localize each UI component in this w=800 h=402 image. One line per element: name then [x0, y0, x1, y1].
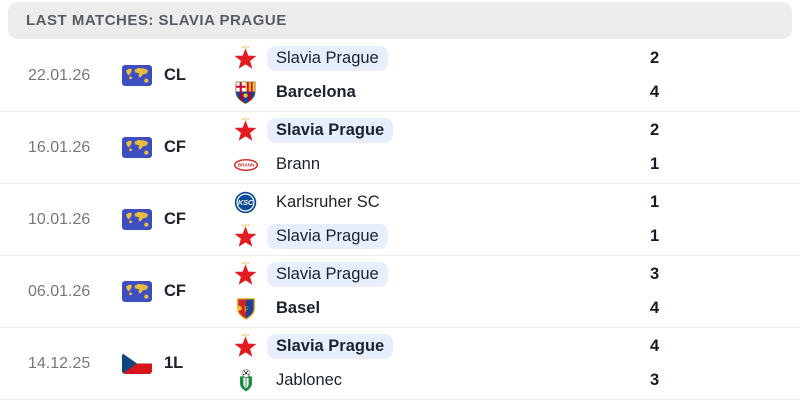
competition-code: CF [164, 282, 186, 300]
world-flag-icon [122, 137, 152, 158]
home-score: 2 [650, 121, 660, 139]
svg-text:KSC: KSC [238, 198, 254, 207]
scores-column: 2 4 [640, 44, 800, 107]
home-team: KSC Karlsruher SC [232, 188, 640, 217]
svg-text:F: F [243, 304, 248, 313]
match-row[interactable]: 16.01.26 CF Slavia Prague BRANN Brann 2 … [0, 112, 800, 184]
away-score: 3 [650, 371, 660, 389]
team-name: Slavia Prague [267, 262, 388, 287]
away-score: 1 [650, 155, 660, 173]
away-team: Barcelona [232, 78, 640, 107]
home-score: 2 [650, 49, 660, 67]
czech-flag-icon [122, 353, 152, 374]
match-list: 22.01.26 CL Slavia Prague Barcelona 2 4 … [0, 40, 800, 400]
slavia-prague-logo [232, 118, 259, 143]
panel-header: LAST MATCHES: SLAVIA PRAGUE [8, 2, 792, 39]
away-team: F Basel [232, 294, 640, 323]
slavia-prague-logo [232, 334, 259, 359]
home-team: Slavia Prague [232, 44, 640, 73]
team-name: Brann [276, 155, 321, 173]
match-row[interactable]: 06.01.26 CF Slavia Prague F Basel 3 4 [0, 256, 800, 328]
teams-column: KSC Karlsruher SC Slavia Prague [232, 188, 640, 251]
competition-code: CL [164, 66, 186, 84]
scores-column: 4 3 [640, 332, 800, 395]
match-row[interactable]: 14.12.25 1L Slavia Prague Jablonec 4 3 [0, 328, 800, 400]
competition-code: 1L [164, 354, 184, 372]
teams-column: Slavia Prague BRANN Brann [232, 116, 640, 179]
match-date: 14.12.25 [28, 354, 91, 372]
home-team: Slavia Prague [232, 332, 640, 361]
teams-column: Slavia Prague Jablonec [232, 332, 640, 395]
team-name: Slavia Prague [267, 46, 388, 71]
basel-logo: F [232, 297, 259, 321]
jablonec-logo [232, 368, 259, 393]
teams-column: Slavia Prague F Basel [232, 260, 640, 323]
away-score: 4 [650, 299, 660, 317]
teams-column: Slavia Prague Barcelona [232, 44, 640, 107]
home-score: 4 [650, 337, 660, 355]
competition-code: CF [164, 210, 186, 228]
home-score: 1 [650, 193, 660, 211]
brann-logo: BRANN [232, 157, 259, 173]
world-flag-icon [122, 209, 152, 230]
karlsruher-sc-logo: KSC [232, 191, 259, 214]
competition: CF [122, 209, 232, 230]
slavia-prague-logo [232, 262, 259, 287]
away-score: 1 [650, 227, 660, 245]
team-name: Karlsruher SC [276, 193, 380, 211]
match-date: 06.01.26 [28, 282, 91, 300]
slavia-prague-logo [232, 224, 259, 249]
scores-column: 1 1 [640, 188, 800, 251]
team-name: Slavia Prague [267, 334, 394, 359]
away-team: Jablonec [232, 366, 640, 395]
team-name: Barcelona [276, 83, 356, 101]
svg-text:BRANN: BRANN [237, 162, 253, 167]
world-flag-icon [122, 281, 152, 302]
scores-column: 2 1 [640, 116, 800, 179]
match-date: 10.01.26 [28, 210, 91, 228]
barcelona-logo [232, 80, 259, 105]
scores-column: 3 4 [640, 260, 800, 323]
team-name: Slavia Prague [267, 224, 388, 249]
away-team: Slavia Prague [232, 222, 640, 251]
panel-title: LAST MATCHES: SLAVIA PRAGUE [26, 12, 287, 29]
team-name: Jablonec [276, 371, 343, 389]
slavia-prague-logo [232, 46, 259, 71]
team-name: Slavia Prague [267, 118, 394, 143]
match-date: 16.01.26 [28, 138, 91, 156]
competition-code: CF [164, 138, 186, 156]
home-score: 3 [650, 265, 660, 283]
home-team: Slavia Prague [232, 116, 640, 145]
competition: CF [122, 137, 232, 158]
world-flag-icon [122, 65, 152, 86]
match-row[interactable]: 22.01.26 CL Slavia Prague Barcelona 2 4 [0, 40, 800, 112]
home-team: Slavia Prague [232, 260, 640, 289]
match-date: 22.01.26 [28, 66, 91, 84]
competition: CL [122, 65, 232, 86]
match-row[interactable]: 10.01.26 CF KSC Karlsruher SC Slavia Pra… [0, 184, 800, 256]
team-name: Basel [276, 299, 321, 317]
competition: CF [122, 281, 232, 302]
competition: 1L [122, 353, 232, 374]
away-score: 4 [650, 83, 660, 101]
away-team: BRANN Brann [232, 150, 640, 179]
